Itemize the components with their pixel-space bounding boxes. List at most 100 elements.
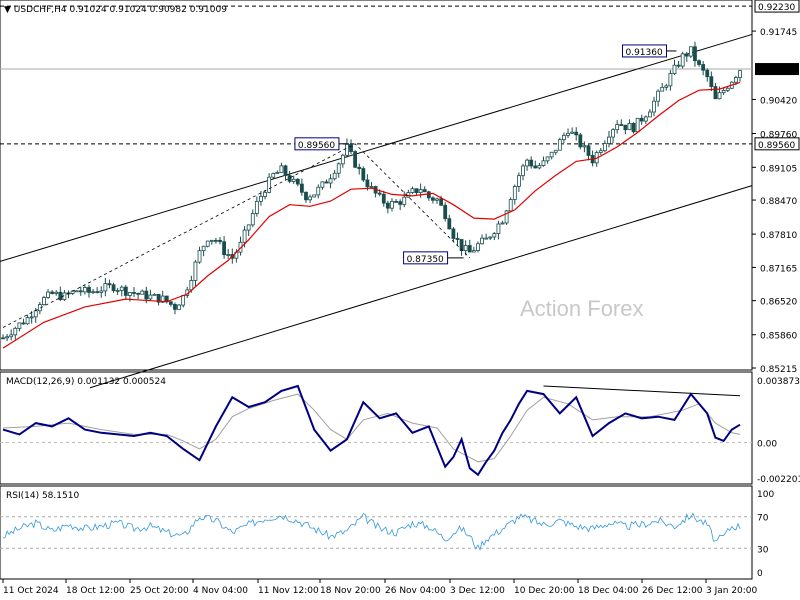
candle-body bbox=[111, 284, 116, 292]
candle-body bbox=[78, 290, 83, 293]
candle-body bbox=[201, 245, 206, 252]
candle-body bbox=[402, 196, 407, 205]
time-axis: 11 Oct 2024 18 Oct 12:00 25 Oct 20:00 4 Nov… bbox=[2, 579, 758, 596]
candle-body bbox=[607, 136, 611, 144]
price-axis-tick: 0.87810 bbox=[752, 231, 797, 241]
moving-average-line bbox=[2, 81, 741, 349]
candle bbox=[713, 82, 718, 100]
candle bbox=[275, 170, 280, 175]
candle-body bbox=[517, 175, 521, 187]
candle bbox=[46, 289, 50, 299]
candle bbox=[156, 293, 161, 306]
collapse-triangle-icon[interactable]: ▼ bbox=[4, 5, 11, 15]
candle bbox=[267, 173, 272, 194]
candle-body bbox=[21, 322, 26, 325]
candle-body bbox=[512, 186, 517, 200]
rsi-pane bbox=[0, 485, 753, 580]
candle bbox=[480, 234, 484, 245]
level-price-box bbox=[754, 137, 800, 151]
macd-signal-line bbox=[2, 393, 741, 463]
level-price-label: 0.92230 bbox=[758, 3, 795, 13]
candle-body bbox=[357, 166, 362, 169]
candle-body bbox=[365, 179, 370, 188]
candle-body bbox=[205, 240, 210, 247]
candle-body bbox=[168, 301, 173, 305]
price-axis-tick: 0.86520 bbox=[752, 298, 797, 308]
symbol-info: ▼ USDCHF,H4 0.91024 0.91024 0.90982 0.91… bbox=[4, 5, 227, 15]
macd-layer: 0.003873 0.00 -0.002201 bbox=[0, 377, 800, 485]
candle-body bbox=[189, 280, 194, 291]
candle bbox=[574, 127, 579, 141]
candle-body bbox=[500, 222, 505, 225]
swing-dashed-line bbox=[2, 143, 471, 328]
candle bbox=[390, 198, 394, 212]
candle bbox=[205, 240, 210, 248]
candle-body bbox=[431, 197, 435, 201]
candle-body bbox=[193, 261, 198, 281]
candle-body bbox=[697, 60, 701, 65]
candle bbox=[656, 89, 661, 107]
price-tick-label: 0.85215 bbox=[760, 365, 797, 375]
candle bbox=[738, 69, 742, 82]
candle bbox=[553, 149, 558, 156]
candle bbox=[504, 209, 509, 226]
candle bbox=[340, 153, 345, 168]
candle-body bbox=[345, 143, 349, 156]
axis-layer: 0.92230 0.91745 0.91009 0.90420 0.897600.895… bbox=[752, 0, 800, 375]
candle bbox=[570, 127, 575, 134]
candle bbox=[324, 179, 329, 184]
candle bbox=[496, 220, 501, 240]
candle-body bbox=[5, 336, 9, 339]
candle bbox=[193, 259, 198, 287]
watermark: Action Forex bbox=[520, 296, 644, 321]
candle-body bbox=[443, 204, 448, 220]
candle-body bbox=[218, 239, 222, 243]
candle bbox=[259, 190, 263, 206]
candle-body bbox=[672, 64, 677, 74]
candle-body bbox=[598, 150, 603, 153]
candle bbox=[78, 286, 83, 296]
candle bbox=[123, 284, 128, 300]
candle bbox=[312, 194, 317, 198]
candle-body bbox=[693, 46, 697, 62]
price-axis-tick: 0.91745 bbox=[752, 28, 797, 38]
candle bbox=[320, 181, 325, 190]
candle-body bbox=[476, 243, 480, 251]
price-tick-label: 0.89105 bbox=[760, 164, 797, 174]
candle-body bbox=[25, 317, 30, 325]
candle bbox=[74, 290, 79, 293]
candle bbox=[664, 83, 669, 91]
candle-body bbox=[299, 183, 304, 193]
candle bbox=[328, 174, 333, 189]
candle bbox=[521, 163, 525, 181]
candle-body bbox=[545, 156, 550, 162]
candle-body bbox=[316, 186, 321, 196]
candle bbox=[99, 286, 104, 298]
candle-body bbox=[50, 291, 55, 294]
price-layer: 0.91360 0.89560 0.87350 bbox=[0, 5, 753, 389]
candle bbox=[541, 156, 546, 167]
candle-body bbox=[87, 287, 91, 293]
candle-body bbox=[156, 293, 161, 303]
candle-body bbox=[136, 292, 141, 295]
rsi-axis-label: 100 bbox=[757, 490, 774, 500]
candle bbox=[357, 163, 362, 175]
candle-body bbox=[725, 87, 730, 91]
time-tick-label: 4 Nov 04:00 bbox=[193, 586, 248, 596]
channel-upper-line bbox=[0, 33, 753, 262]
price-tick-label: 0.91745 bbox=[760, 28, 797, 38]
candle-body bbox=[627, 122, 632, 131]
candle-body bbox=[103, 283, 108, 292]
candle-body bbox=[9, 334, 14, 338]
candle bbox=[500, 220, 505, 225]
candle bbox=[619, 119, 624, 126]
candle-body bbox=[58, 291, 63, 300]
candle bbox=[279, 162, 284, 173]
candle bbox=[254, 196, 259, 217]
candle bbox=[443, 202, 448, 222]
candle-body bbox=[353, 151, 358, 168]
price-axis-tick: 0.91009 bbox=[755, 63, 799, 76]
candle bbox=[508, 197, 513, 212]
candle-body bbox=[107, 283, 112, 286]
candle bbox=[525, 158, 529, 171]
